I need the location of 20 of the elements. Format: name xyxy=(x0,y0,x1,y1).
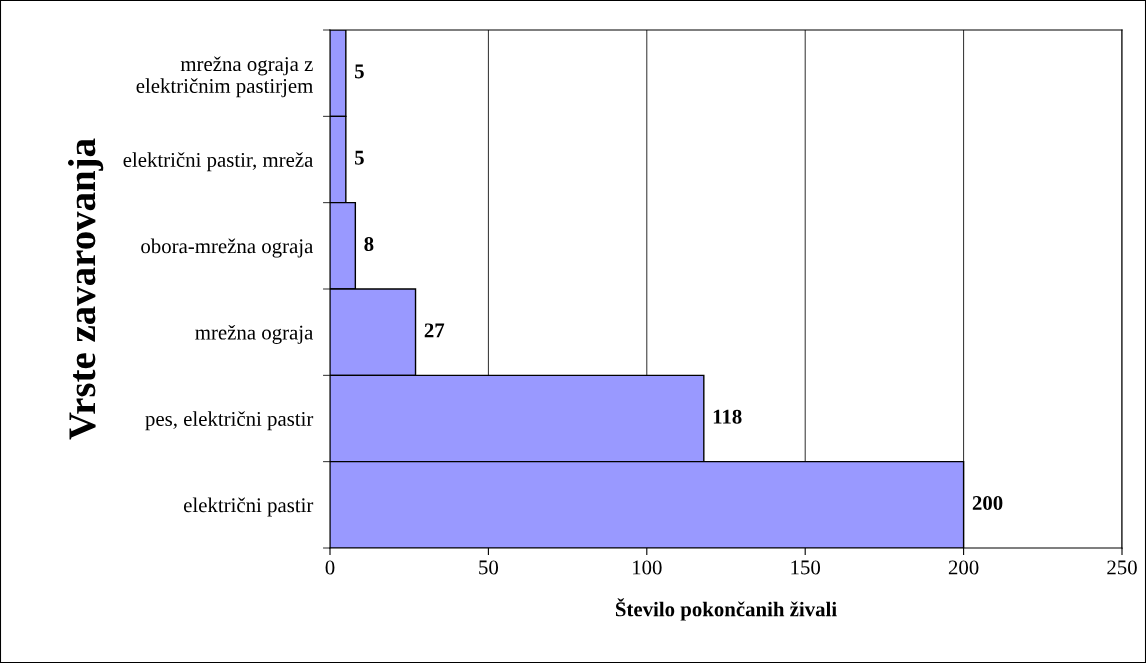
x-axis-title: Število pokončanih živali xyxy=(615,598,837,621)
x-tick-label: 50 xyxy=(479,560,499,575)
data-label: 200 xyxy=(972,495,1003,511)
y-tick-label: mrežna ograja z električnim pastirjem xyxy=(136,56,314,98)
y-tick-label: električni pastir, mreža xyxy=(123,152,314,172)
data-label: 8 xyxy=(364,236,374,252)
data-label: 5 xyxy=(355,150,364,165)
y-tick-label: pes, električni pastir xyxy=(145,411,314,431)
y-axis-title: Vrste zavarovanja xyxy=(67,138,104,440)
x-tick-label: 0 xyxy=(325,560,335,575)
x-tick-label: 100 xyxy=(633,560,662,575)
x-tick-label: 200 xyxy=(948,560,979,575)
x-tick-label: 150 xyxy=(791,560,821,575)
x-tick-label: 250 xyxy=(1107,560,1137,575)
data-label: 5 xyxy=(355,64,364,79)
y-tick-label: obora-mrežna ograja xyxy=(141,238,314,258)
y-tick-label: električni pastir xyxy=(183,497,314,517)
data-label: 118 xyxy=(713,409,742,424)
data-label: 27 xyxy=(424,323,445,338)
y-tick-label: mrežna ograja xyxy=(195,324,314,344)
